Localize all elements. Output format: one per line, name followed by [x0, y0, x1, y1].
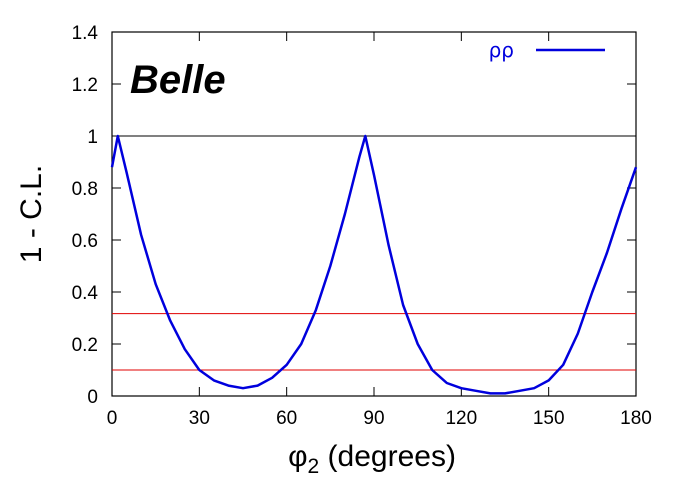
x-axis-ticks: 0 30 60 90 120 150 180: [107, 32, 652, 429]
y-tick-label: 1.4: [72, 23, 99, 44]
x-axis-title-symbol: φ: [288, 440, 307, 473]
x-axis-title: φ2 (degrees): [288, 440, 456, 477]
y-axis-ticks: 0 0.2 0.4 0.6 0.8 1 1.2 1.4: [72, 23, 636, 408]
y-tick-label: 0: [87, 387, 98, 408]
x-tick-label: 120: [445, 408, 477, 429]
y-axis-title: 1 - C.L.: [15, 165, 48, 263]
legend-label-rho-rho: ρρ: [489, 38, 514, 62]
x-tick-label: 60: [276, 408, 297, 429]
x-tick-label: 180: [620, 408, 652, 429]
y-tick-label: 0.4: [72, 283, 99, 304]
series-line-0: [110, 134, 638, 395]
x-axis-title-subscript: 2: [308, 455, 320, 477]
series-layer: [110, 134, 638, 395]
y-tick-label: 1: [87, 127, 98, 148]
belle-brand-label: Belle: [130, 58, 226, 102]
y-tick-label: 0.2: [72, 335, 98, 356]
x-tick-label: 150: [533, 408, 565, 429]
x-tick-label: 30: [189, 408, 210, 429]
x-tick-label: 90: [363, 408, 384, 429]
y-tick-label: 1.2: [72, 75, 98, 96]
y-tick-label: 0.8: [72, 179, 98, 200]
y-tick-label: 0.6: [72, 231, 98, 252]
x-axis-title-rest: (degrees): [319, 440, 456, 473]
legend: ρρ: [489, 38, 605, 62]
x-tick-label: 0: [107, 408, 118, 429]
